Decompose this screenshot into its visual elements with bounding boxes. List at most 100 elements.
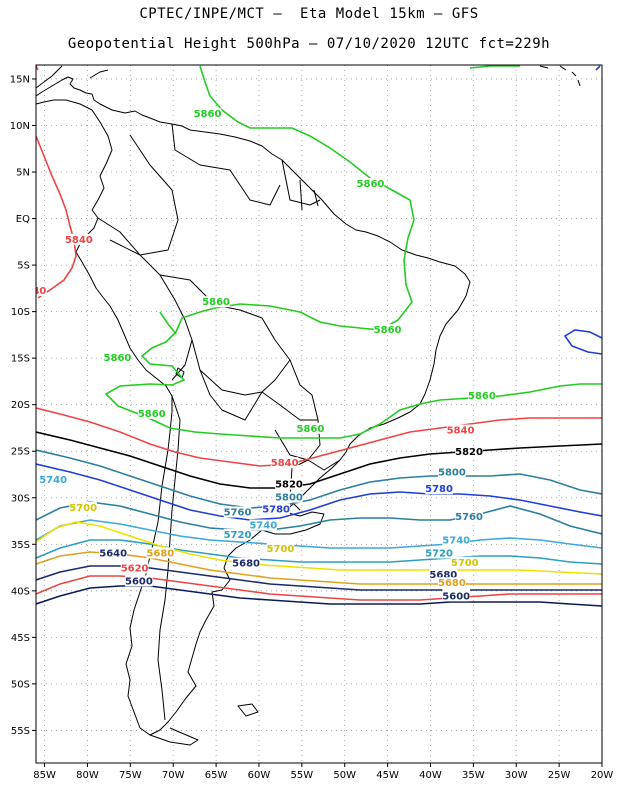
contour-label-bg	[425, 547, 453, 559]
contour-label: 5820	[455, 447, 483, 458]
contour-5720	[36, 539, 602, 565]
lon-tick-label: 65W	[205, 770, 228, 781]
contour-5760	[36, 501, 602, 535]
lat-tick-label: 30S	[11, 493, 30, 504]
south-america-outline	[36, 76, 471, 736]
central-america	[36, 65, 109, 89]
contour-label: 5840	[447, 426, 475, 437]
contour-label-bg	[296, 422, 325, 434]
contour-label-bg	[425, 483, 453, 495]
lat-tick-label: EQ	[16, 214, 30, 225]
contour-label: 5860	[374, 325, 402, 336]
contour-label-bg	[429, 568, 458, 580]
contour-label-bg	[262, 503, 290, 515]
contour-label: 5620	[121, 563, 149, 574]
contour-label-bg	[373, 324, 402, 336]
contour-label: 5800	[438, 467, 466, 478]
lon-tick-label: 40W	[419, 770, 442, 781]
lon-tick-label: 80W	[76, 770, 99, 781]
contour-label: 5780	[262, 505, 290, 516]
contour-label: 5740	[249, 521, 277, 532]
contour-label-bg	[446, 424, 475, 436]
title-line-1: CPTEC/INPE/MCT – Eta Model 15km – GFS	[139, 6, 479, 22]
contour-blue-loop-b	[595, 65, 601, 71]
caribbean-islands	[539, 65, 581, 87]
contour-5860-c	[469, 65, 520, 69]
border-brazil-west	[159, 274, 319, 421]
lat-tick-label: 55S	[11, 726, 30, 737]
contour-5840	[36, 407, 602, 467]
contour-label-bg	[275, 478, 303, 490]
contour-labels: 5860 5860 5860 5860 5860 5860 5860 5860 5840 5840…	[32, 108, 496, 602]
contour-label-bg	[468, 390, 496, 402]
border-peru	[97, 217, 193, 381]
lon-tick-label: 30W	[505, 770, 528, 781]
contour-5700	[36, 521, 602, 575]
contour-label: 5860	[138, 409, 166, 420]
contour-label-bg	[455, 446, 483, 458]
contour-blue-loop	[563, 329, 602, 355]
contour-label-bg	[65, 233, 93, 245]
contour-label-bg	[249, 519, 278, 531]
contour-label: 5860	[357, 179, 385, 190]
contour-label: 5860	[297, 424, 325, 435]
lat-tick-label: 40S	[11, 586, 30, 597]
lon-tick-label: 35W	[462, 770, 485, 781]
contour-label-bg	[232, 557, 260, 569]
lat-tick-label: 20S	[11, 400, 30, 411]
lat-tick-label: 5S	[17, 261, 30, 272]
title-line-2: Geopotential Height 500hPa – 07/10/2020 …	[67, 36, 551, 52]
contour-label: 5860	[104, 353, 132, 364]
lon-tick-label: 20W	[591, 770, 614, 781]
contour-label-bg	[202, 296, 230, 308]
lat-tick-label: 15S	[11, 354, 30, 365]
graticule	[36, 65, 603, 763]
contour-label: 5780	[425, 484, 453, 495]
lon-tick-label: 75W	[119, 770, 142, 781]
falklands	[237, 703, 259, 717]
contour-label-bg	[455, 511, 483, 523]
contour-label: 5720	[224, 530, 252, 541]
axes: 15N 10N 5N EQ 5S 10S 15S 20S 25S 30S 35S 40S 45S 50S 5…	[10, 74, 614, 781]
contour-label-bg	[137, 407, 166, 419]
lon-tick-label: 85W	[33, 770, 56, 781]
contour-label: 5760	[224, 508, 252, 519]
contour-label: 5600	[125, 576, 153, 587]
tierra-del-fuego	[149, 727, 199, 746]
contour-5860-b	[159, 311, 177, 335]
contour-5740	[36, 519, 602, 549]
contour-label: 5600	[442, 591, 470, 602]
contour-label: 5820	[275, 480, 303, 491]
contour-label-bg	[39, 473, 67, 485]
lat-tick-label: 50S	[11, 679, 30, 690]
lat-tick-label: 5N	[16, 168, 30, 179]
contour-label-bg	[223, 528, 252, 540]
contour-5600	[36, 585, 602, 607]
contour-label-bg	[450, 556, 479, 568]
lon-tick-label: 55W	[291, 770, 314, 781]
contour-label-bg	[356, 177, 385, 189]
contour-label: 5840	[271, 458, 299, 469]
contour-label: 5840	[65, 235, 93, 246]
contour-label: 5860	[468, 391, 496, 402]
contour-label: 5680	[146, 548, 174, 559]
contour-label: 5800	[275, 493, 303, 504]
contour-label-bg	[270, 457, 299, 469]
lat-tick-label: 15N	[10, 74, 30, 85]
contour-label: 5640	[99, 548, 127, 559]
contour-label: 5680	[232, 559, 260, 570]
border-guianas	[281, 159, 321, 211]
lon-tick-label: 45W	[376, 770, 399, 781]
contour-label-bg	[223, 506, 252, 518]
lon-tick-label: 60W	[248, 770, 271, 781]
contour-label: 40	[32, 286, 46, 297]
border-venezuela	[171, 123, 281, 206]
contour-lines	[36, 65, 602, 607]
contour-5820	[36, 431, 602, 489]
contour-label-bg	[99, 547, 127, 559]
contour-label-bg	[438, 577, 466, 589]
contour-label-bg	[266, 542, 295, 554]
contour-label: 5760	[455, 512, 483, 523]
lon-tick-label: 70W	[162, 770, 185, 781]
